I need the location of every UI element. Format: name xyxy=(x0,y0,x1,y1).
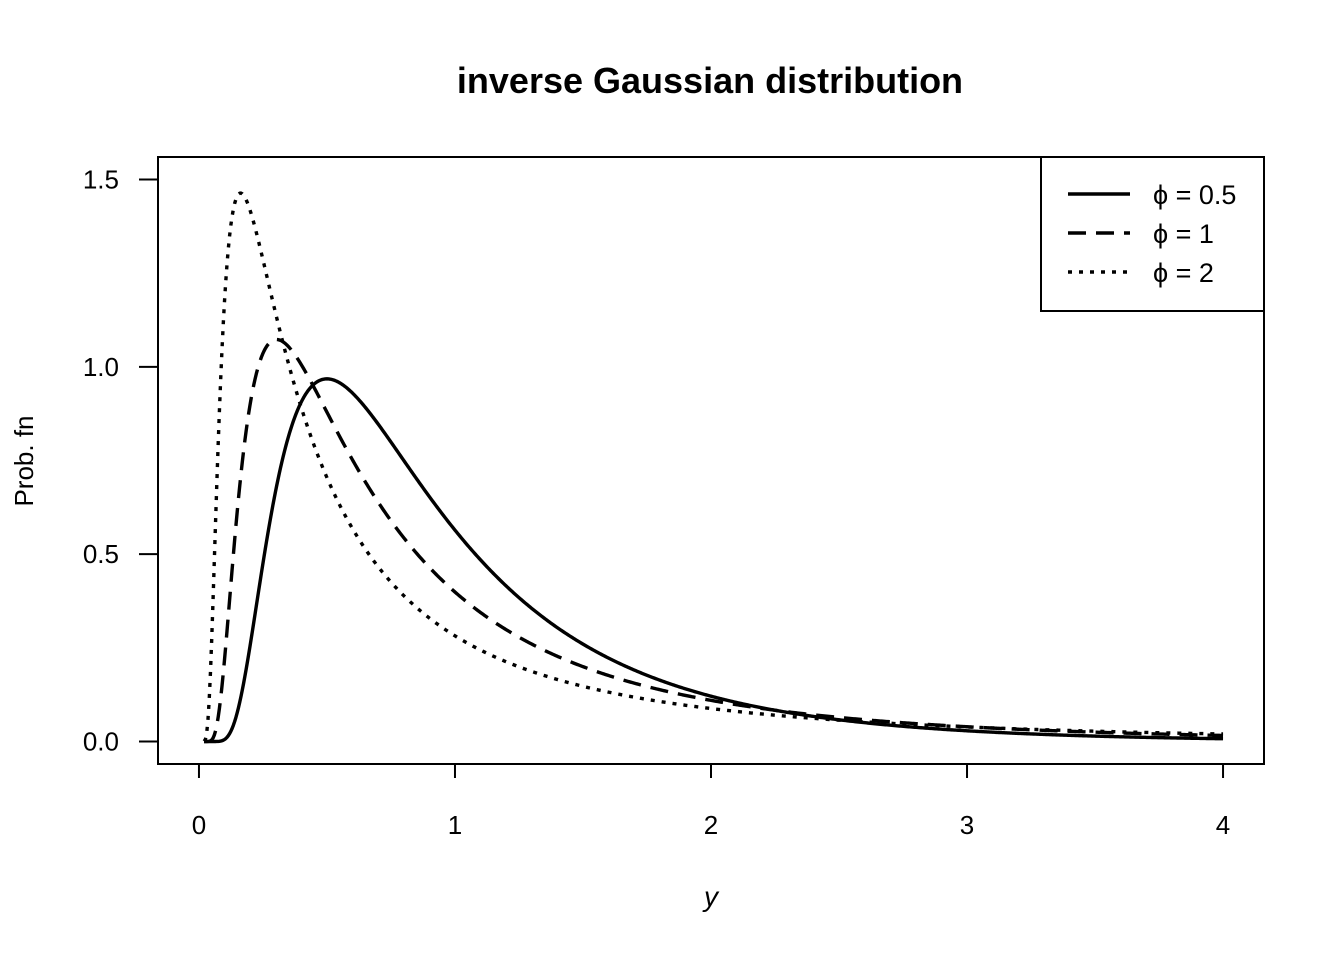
x-tick-label: 2 xyxy=(704,810,718,840)
series-line-1 xyxy=(203,377,1224,744)
y-tick-label: 0.5 xyxy=(83,539,119,569)
y-axis-label: Prob. fn xyxy=(9,415,39,506)
legend-label: ϕ = 2 xyxy=(1153,258,1214,288)
x-tick-label: 1 xyxy=(448,810,462,840)
legend: ϕ = 0.5 ϕ = 1 ϕ = 2 xyxy=(1040,156,1265,312)
legend-label: ϕ = 0.5 xyxy=(1153,180,1236,210)
legend-label: ϕ = 1 xyxy=(1153,219,1214,249)
series-line-2 xyxy=(203,337,1224,744)
x-axis: 0 1 2 3 4 xyxy=(192,763,1230,840)
chart-title: inverse Gaussian distribution xyxy=(457,60,963,101)
x-axis-label: y xyxy=(702,881,720,912)
y-tick-label: 1.0 xyxy=(83,352,119,382)
x-tick-label: 0 xyxy=(192,810,206,840)
y-tick-label: 1.5 xyxy=(83,164,119,194)
series-line-3 xyxy=(202,191,1224,743)
x-tick-label: 4 xyxy=(1216,810,1230,840)
y-tick-label: 0.0 xyxy=(83,727,119,757)
x-tick-label: 3 xyxy=(960,810,974,840)
series-layer xyxy=(202,191,1224,744)
y-axis: 0.0 0.5 1.0 1.5 xyxy=(83,164,159,757)
